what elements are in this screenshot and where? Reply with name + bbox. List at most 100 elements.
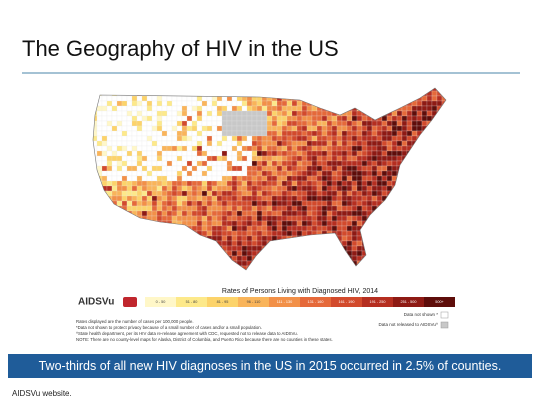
county xyxy=(376,170,383,177)
county xyxy=(391,240,398,247)
county xyxy=(371,105,378,112)
county xyxy=(141,205,148,212)
county xyxy=(126,105,133,112)
county xyxy=(386,170,393,177)
county xyxy=(411,230,418,237)
county xyxy=(351,155,358,162)
county xyxy=(121,190,128,197)
county xyxy=(161,200,168,207)
county xyxy=(236,88,243,92)
county xyxy=(376,165,383,172)
county xyxy=(201,95,208,102)
county xyxy=(306,255,313,262)
county xyxy=(336,265,343,270)
county xyxy=(447,226,452,231)
county xyxy=(286,225,293,232)
county xyxy=(241,220,248,227)
county xyxy=(351,90,358,97)
county xyxy=(416,220,423,227)
county xyxy=(447,106,452,111)
county xyxy=(306,245,313,252)
county xyxy=(331,105,338,112)
county xyxy=(271,120,278,127)
county xyxy=(241,170,248,177)
county xyxy=(251,155,258,162)
county xyxy=(336,260,343,267)
county xyxy=(376,255,383,262)
county xyxy=(181,120,188,127)
county xyxy=(376,205,383,212)
county xyxy=(306,225,313,232)
county xyxy=(346,225,353,232)
county xyxy=(136,220,143,227)
county xyxy=(351,255,358,262)
county xyxy=(216,210,223,217)
legend-label: 251 - 500 xyxy=(400,300,416,304)
county xyxy=(191,250,198,257)
county xyxy=(361,260,368,267)
county xyxy=(286,150,293,157)
county xyxy=(371,190,378,197)
county xyxy=(371,110,378,117)
county xyxy=(171,170,178,177)
county xyxy=(156,170,163,177)
county xyxy=(226,200,233,207)
county xyxy=(431,90,438,97)
county xyxy=(396,185,403,192)
county xyxy=(421,110,428,117)
county xyxy=(316,88,323,92)
county xyxy=(206,165,213,172)
county xyxy=(166,235,173,242)
county xyxy=(176,215,183,222)
county xyxy=(416,195,423,202)
county xyxy=(231,88,238,92)
county xyxy=(371,90,378,97)
county xyxy=(356,175,363,182)
county xyxy=(196,210,203,217)
county xyxy=(211,250,218,257)
county xyxy=(156,185,163,192)
county xyxy=(231,130,238,137)
county xyxy=(316,205,323,212)
county xyxy=(336,155,343,162)
county xyxy=(311,225,318,232)
county xyxy=(406,185,413,192)
county xyxy=(146,140,153,147)
county xyxy=(417,271,422,276)
legend-label: 191 - 250 xyxy=(369,300,385,304)
county xyxy=(447,251,452,256)
legend-swatch xyxy=(269,297,300,307)
county xyxy=(166,155,173,162)
county xyxy=(161,195,168,202)
county xyxy=(346,170,353,177)
county xyxy=(371,245,378,252)
county xyxy=(246,210,253,217)
county xyxy=(396,200,403,207)
county xyxy=(191,115,198,122)
county xyxy=(397,271,402,276)
county xyxy=(216,255,223,262)
county xyxy=(206,185,213,192)
county xyxy=(116,250,123,257)
county xyxy=(326,220,333,227)
county xyxy=(301,105,308,112)
county xyxy=(131,200,138,207)
county xyxy=(206,245,213,252)
county xyxy=(171,120,178,127)
county xyxy=(356,115,363,122)
county xyxy=(191,145,198,152)
county xyxy=(361,180,368,187)
county xyxy=(276,160,283,167)
county xyxy=(256,160,263,167)
county xyxy=(281,105,288,112)
county xyxy=(141,210,148,217)
county xyxy=(93,165,98,172)
county xyxy=(331,130,338,137)
county xyxy=(166,100,173,107)
county xyxy=(396,110,403,117)
county xyxy=(131,225,138,232)
county xyxy=(392,271,397,276)
county xyxy=(196,190,203,197)
county xyxy=(366,245,373,252)
county xyxy=(126,250,133,257)
